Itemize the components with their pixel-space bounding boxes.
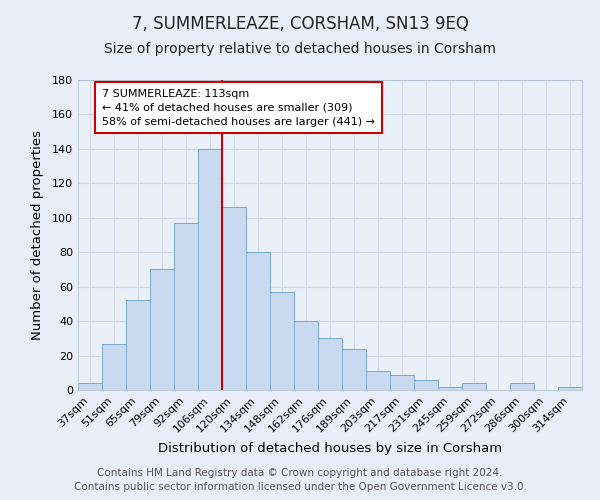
Bar <box>510 383 534 390</box>
Bar <box>462 383 486 390</box>
Bar <box>246 252 270 390</box>
Bar <box>438 386 462 390</box>
Bar <box>414 380 438 390</box>
Bar <box>390 374 414 390</box>
Bar <box>102 344 126 390</box>
Bar <box>342 348 366 390</box>
Bar <box>78 383 102 390</box>
Text: Contains public sector information licensed under the Open Government Licence v3: Contains public sector information licen… <box>74 482 526 492</box>
Text: 7 SUMMERLEAZE: 113sqm
← 41% of detached houses are smaller (309)
58% of semi-det: 7 SUMMERLEAZE: 113sqm ← 41% of detached … <box>102 88 375 126</box>
Bar <box>198 149 222 390</box>
Bar <box>222 208 246 390</box>
Y-axis label: Number of detached properties: Number of detached properties <box>31 130 44 340</box>
X-axis label: Distribution of detached houses by size in Corsham: Distribution of detached houses by size … <box>158 442 502 455</box>
Bar <box>558 386 582 390</box>
Bar <box>150 270 174 390</box>
Text: Size of property relative to detached houses in Corsham: Size of property relative to detached ho… <box>104 42 496 56</box>
Bar <box>366 371 390 390</box>
Bar <box>126 300 150 390</box>
Bar <box>318 338 342 390</box>
Bar <box>294 321 318 390</box>
Bar <box>270 292 294 390</box>
Text: Contains HM Land Registry data © Crown copyright and database right 2024.: Contains HM Land Registry data © Crown c… <box>97 468 503 477</box>
Text: 7, SUMMERLEAZE, CORSHAM, SN13 9EQ: 7, SUMMERLEAZE, CORSHAM, SN13 9EQ <box>131 15 469 33</box>
Bar <box>174 223 198 390</box>
